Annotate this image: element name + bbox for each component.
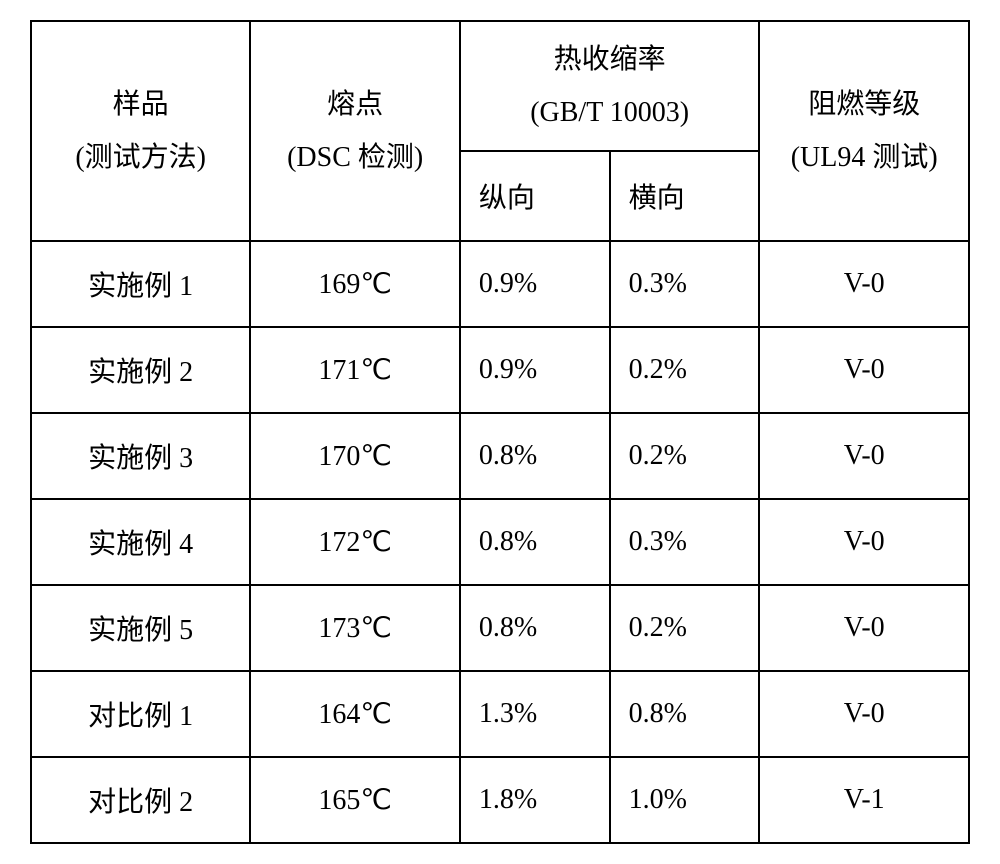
header-shrinkage: 热收缩率 (GB/T 10003) <box>460 21 760 151</box>
cell-sample: 对比例 2 <box>31 757 250 843</box>
table-body: 实施例 1 169℃ 0.9% 0.3% V-0 实施例 2 171℃ 0.9%… <box>31 241 969 843</box>
cell-shrink-transverse: 0.2% <box>610 413 760 499</box>
cell-shrink-longitudinal: 0.8% <box>460 585 610 671</box>
table-row: 实施例 2 171℃ 0.9% 0.2% V-0 <box>31 327 969 413</box>
header-shrink-transverse: 横向 <box>610 151 760 241</box>
cell-shrink-transverse: 1.0% <box>610 757 760 843</box>
table-row: 实施例 3 170℃ 0.8% 0.2% V-0 <box>31 413 969 499</box>
cell-melting-point: 165℃ <box>250 757 460 843</box>
cell-flame-rating: V-0 <box>759 413 969 499</box>
cell-shrink-transverse: 0.8% <box>610 671 760 757</box>
cell-shrink-longitudinal: 0.8% <box>460 413 610 499</box>
cell-flame-rating: V-0 <box>759 241 969 327</box>
cell-sample: 实施例 1 <box>31 241 250 327</box>
cell-sample: 对比例 1 <box>31 671 250 757</box>
cell-shrink-transverse: 0.3% <box>610 499 760 585</box>
cell-shrink-longitudinal: 0.8% <box>460 499 610 585</box>
cell-flame-rating: V-0 <box>759 671 969 757</box>
cell-melting-point: 170℃ <box>250 413 460 499</box>
cell-shrink-longitudinal: 0.9% <box>460 241 610 327</box>
cell-shrink-transverse: 0.2% <box>610 585 760 671</box>
header-flame-rating: 阻燃等级 (UL94 测试) <box>759 21 969 241</box>
cell-shrink-longitudinal: 1.8% <box>460 757 610 843</box>
header-flame-line1: 阻燃等级 <box>808 89 920 120</box>
cell-melting-point: 164℃ <box>250 671 460 757</box>
table-row: 实施例 1 169℃ 0.9% 0.3% V-0 <box>31 241 969 327</box>
cell-sample: 实施例 5 <box>31 585 250 671</box>
header-melt-line1: 熔点 <box>327 89 383 120</box>
cell-melting-point: 171℃ <box>250 327 460 413</box>
cell-sample: 实施例 2 <box>31 327 250 413</box>
cell-melting-point: 173℃ <box>250 585 460 671</box>
cell-shrink-longitudinal: 1.3% <box>460 671 610 757</box>
header-shrink-line1: 热收缩率 <box>554 44 666 75</box>
cell-flame-rating: V-1 <box>759 757 969 843</box>
cell-shrink-longitudinal: 0.9% <box>460 327 610 413</box>
table-header: 样品 (测试方法) 熔点 (DSC 检测) 热收缩率 (GB/T 10003) … <box>31 21 969 241</box>
cell-shrink-transverse: 0.2% <box>610 327 760 413</box>
header-sample: 样品 (测试方法) <box>31 21 250 241</box>
cell-sample: 实施例 3 <box>31 413 250 499</box>
header-sample-line1: 样品 <box>113 89 169 120</box>
header-row-1: 样品 (测试方法) 熔点 (DSC 检测) 热收缩率 (GB/T 10003) … <box>31 21 969 151</box>
data-table: 样品 (测试方法) 熔点 (DSC 检测) 热收缩率 (GB/T 10003) … <box>30 20 970 844</box>
cell-flame-rating: V-0 <box>759 585 969 671</box>
table-row: 实施例 4 172℃ 0.8% 0.3% V-0 <box>31 499 969 585</box>
table-row: 实施例 5 173℃ 0.8% 0.2% V-0 <box>31 585 969 671</box>
header-melting-point: 熔点 (DSC 检测) <box>250 21 460 241</box>
cell-flame-rating: V-0 <box>759 499 969 585</box>
header-shrink-line2: (GB/T 10003) <box>530 97 689 128</box>
header-flame-line2: (UL94 测试) <box>791 142 938 173</box>
cell-flame-rating: V-0 <box>759 327 969 413</box>
cell-melting-point: 172℃ <box>250 499 460 585</box>
cell-sample: 实施例 4 <box>31 499 250 585</box>
header-sample-line2: (测试方法) <box>75 142 206 173</box>
header-shrink-longitudinal: 纵向 <box>460 151 610 241</box>
table-row: 对比例 1 164℃ 1.3% 0.8% V-0 <box>31 671 969 757</box>
cell-shrink-transverse: 0.3% <box>610 241 760 327</box>
table-row: 对比例 2 165℃ 1.8% 1.0% V-1 <box>31 757 969 843</box>
header-melt-line2: (DSC 检测) <box>287 142 423 173</box>
cell-melting-point: 169℃ <box>250 241 460 327</box>
table-container: 样品 (测试方法) 熔点 (DSC 检测) 热收缩率 (GB/T 10003) … <box>0 0 1000 864</box>
